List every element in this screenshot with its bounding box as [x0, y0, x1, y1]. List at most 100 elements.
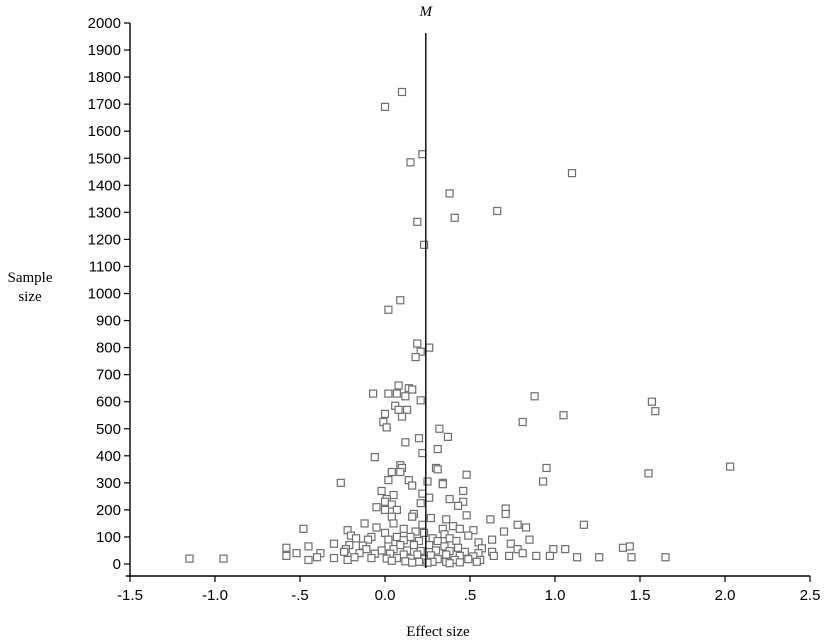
data-point: [440, 542, 449, 551]
data-point: [396, 296, 405, 305]
data-point: [418, 448, 427, 458]
data-point: [488, 535, 497, 544]
data-point: [380, 409, 390, 418]
x-tick-label: -1.0: [202, 587, 228, 604]
data-point: [627, 553, 636, 562]
data-point: [559, 411, 568, 420]
data-point: [329, 553, 339, 563]
data-point: [661, 553, 670, 562]
data-point: [397, 87, 407, 97]
data-point: [530, 392, 539, 401]
data-point: [418, 489, 427, 498]
y-tick-label: 1500: [88, 150, 121, 167]
data-point: [448, 522, 458, 531]
x-tick-label: 1.5: [630, 587, 651, 604]
y-tick-label: 2000: [88, 15, 121, 32]
data-point: [538, 477, 548, 486]
y-axis-title-line-2: size: [18, 289, 42, 305]
data-point: [459, 486, 468, 496]
data-point: [420, 528, 429, 537]
data-point: [363, 535, 373, 544]
data-point: [397, 412, 407, 421]
data-point: [387, 500, 396, 509]
data-point: [450, 213, 459, 222]
data-point: [455, 558, 464, 567]
data-point: [506, 539, 515, 548]
data-point: [501, 509, 510, 519]
data-point: [340, 547, 349, 556]
data-point: [644, 469, 653, 478]
data-point: [423, 477, 432, 486]
data-point: [443, 432, 452, 441]
data-point: [425, 343, 434, 352]
x-axis-title: Effect size: [406, 624, 470, 640]
data-point: [445, 559, 454, 568]
x-tick-label: 0.0: [375, 587, 396, 604]
data-point: [445, 534, 454, 543]
y-tick-label: 100: [96, 529, 121, 546]
data-point: [445, 189, 454, 198]
data-point: [489, 551, 498, 560]
data-point: [403, 405, 412, 414]
data-point: [329, 539, 339, 548]
x-tick-label: .5: [464, 587, 477, 604]
data-point: [384, 535, 393, 544]
x-tick-label: -1.5: [117, 587, 143, 604]
data-point: [513, 520, 522, 529]
data-point: [299, 524, 308, 533]
data-point: [380, 497, 390, 506]
data-point: [292, 549, 301, 558]
data-point: [409, 540, 418, 550]
data-point: [282, 551, 291, 560]
data-point: [413, 217, 422, 226]
data-point: [416, 396, 425, 405]
data-point: [426, 513, 435, 523]
y-tick-label: 1200: [88, 231, 121, 248]
data-point: [372, 523, 381, 532]
data-point: [464, 555, 473, 564]
data-point: [380, 528, 390, 537]
data-point: [469, 526, 478, 535]
x-ticks: -1.5 -1.0 -.5 0.0 .5 1.0 1.5 2.0 2.5: [117, 576, 820, 604]
data-point: [384, 305, 393, 314]
data-point: [462, 511, 471, 520]
data-point: [408, 558, 417, 567]
data-point: [499, 527, 509, 536]
data-point: [493, 206, 502, 216]
data-point: [399, 550, 408, 559]
data-point: [454, 543, 463, 552]
data-point: [423, 558, 432, 567]
y-tick-label: 800: [96, 340, 121, 357]
data-point: [521, 523, 531, 532]
data-point: [362, 545, 371, 554]
data-point: [369, 389, 378, 398]
data-point: [462, 470, 471, 479]
data-point: [472, 557, 481, 566]
data-point: [414, 557, 424, 566]
data-point: [370, 453, 379, 462]
data-point: [392, 505, 401, 514]
data-point: [312, 553, 322, 562]
data-point: [545, 551, 555, 560]
y-axis: 0 100 200 300 400 500 600 700 800 900 1000 1100 1200…: [88, 15, 131, 576]
data-point: [185, 554, 194, 563]
data-point: [389, 490, 398, 500]
data-point: [304, 542, 313, 551]
y-tick-label: 1800: [88, 69, 121, 86]
data-point: [433, 465, 442, 474]
data-point: [350, 553, 359, 562]
data-point: [387, 512, 396, 521]
y-tick-label: 600: [96, 394, 121, 411]
data-point: [411, 527, 420, 536]
data-point: [413, 339, 422, 348]
data-point: [282, 543, 291, 552]
data-point: [406, 532, 415, 542]
y-axis-title-line-1: Sample: [8, 270, 53, 286]
data-point: [420, 240, 429, 249]
data-point: [486, 515, 495, 524]
data-point: [433, 444, 442, 454]
data-point: [435, 424, 444, 433]
data-point: [396, 467, 405, 477]
data-point: [455, 524, 464, 533]
data-point: [380, 102, 390, 111]
